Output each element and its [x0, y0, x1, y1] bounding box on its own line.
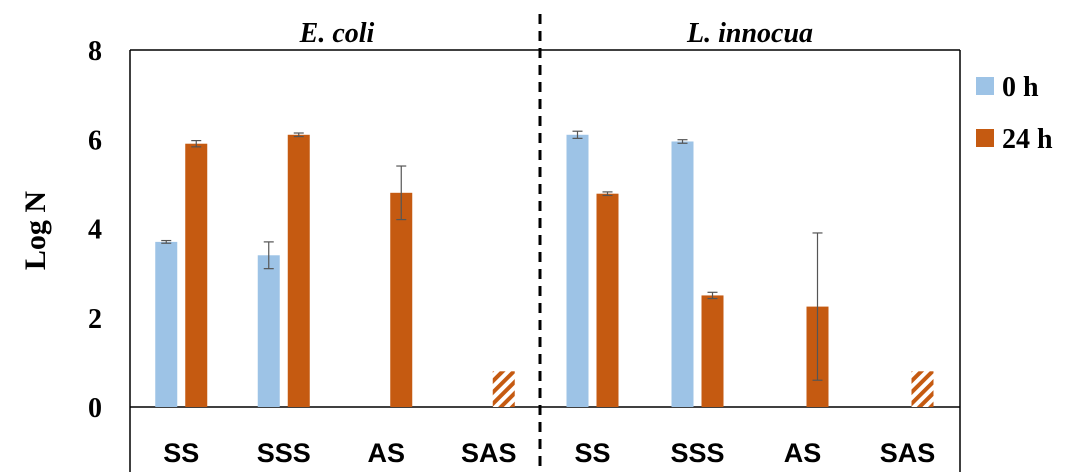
y-tick-label: 6	[88, 125, 102, 156]
x-tick-label: AS	[784, 438, 822, 468]
x-tick-label: AS	[367, 438, 405, 468]
legend-swatch	[976, 129, 994, 147]
bar-0h-sss	[257, 255, 280, 407]
plot-area	[129, 14, 961, 472]
bar-0h-ss	[566, 134, 589, 407]
bars-group	[155, 130, 934, 407]
x-tick-label: SAS	[461, 438, 517, 468]
x-tick-label: SSS	[257, 438, 311, 468]
bar-24h-sas	[492, 371, 515, 407]
bar-24h-sss	[701, 295, 724, 407]
x-tick-label: SAS	[880, 438, 936, 468]
bar-24h-sss	[287, 134, 310, 407]
legend-swatch	[976, 77, 994, 95]
y-axis: 0 2 4 6 8 Log N	[19, 36, 102, 424]
bar-24h-ss	[596, 193, 619, 407]
x-tick-label: SSS	[670, 438, 724, 468]
bar-24h-as	[390, 192, 413, 407]
y-tick-label: 8	[88, 36, 102, 67]
bar-24h-ss	[185, 143, 208, 407]
bar-0h-sss	[671, 141, 694, 407]
x-tick-label: SS	[574, 438, 610, 468]
bar-0h-ss	[155, 241, 178, 407]
y-tick-label: 0	[88, 393, 102, 424]
y-tick-label: 2	[88, 304, 102, 335]
x-tick-label: SS	[163, 438, 199, 468]
panel-title: L. innocua	[686, 18, 813, 49]
legend-label: 24 h	[1002, 124, 1053, 155]
y-axis-title: Log N	[19, 191, 52, 271]
bar-24h-sas	[911, 371, 934, 407]
legend-label: 0 h	[1002, 72, 1039, 103]
y-tick-label: 4	[88, 215, 102, 246]
panel-title: E. coli	[299, 18, 375, 49]
legend: 0 h 24 h	[976, 72, 1053, 155]
